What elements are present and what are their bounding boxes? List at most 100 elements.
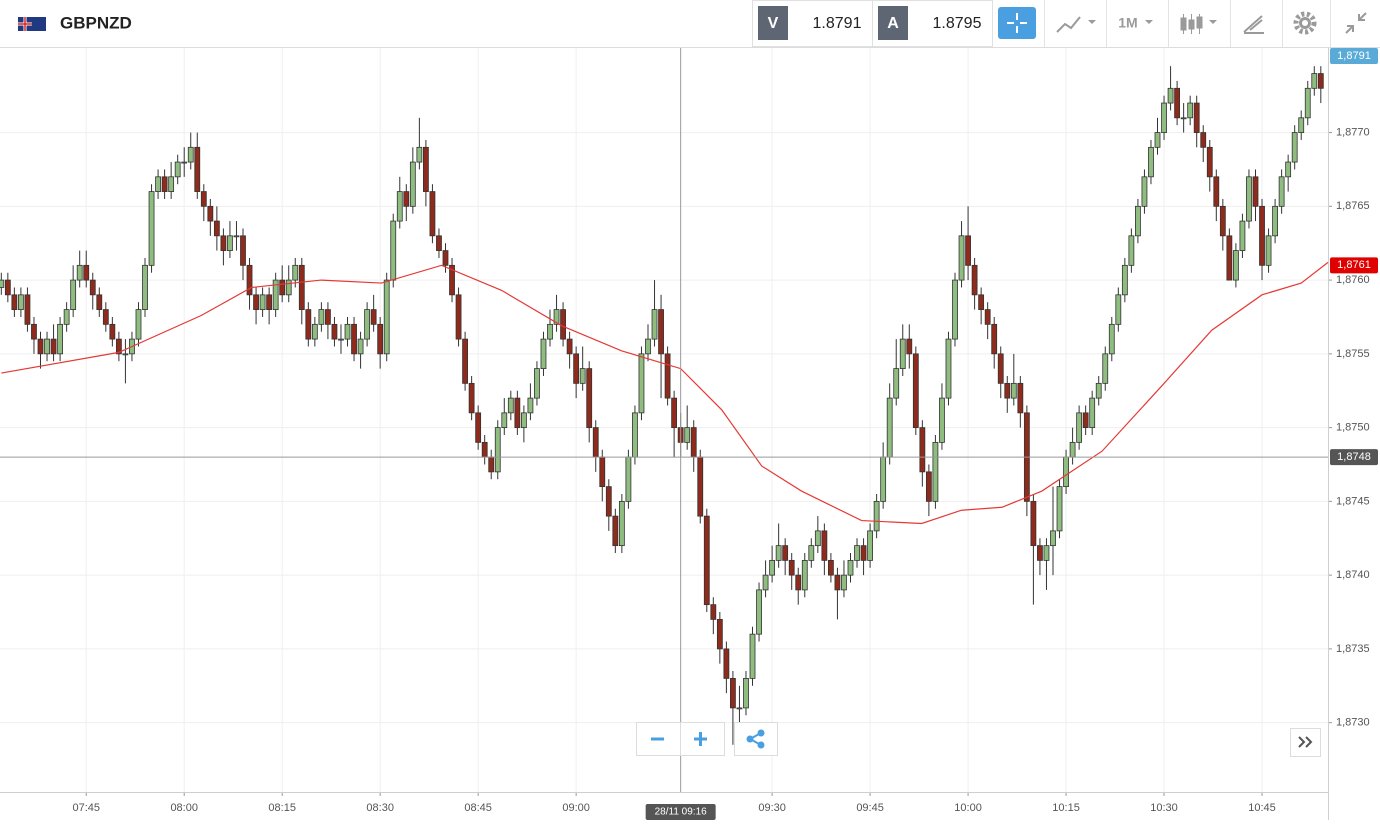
crosshair-x-label: 28/11 09:16 bbox=[655, 807, 708, 818]
draw-tool[interactable] bbox=[1243, 15, 1264, 34]
candle-body-up bbox=[187, 146, 194, 163]
candle-body-down bbox=[971, 264, 978, 296]
chart-type-menu[interactable] bbox=[1180, 14, 1217, 34]
candle-body-up bbox=[743, 678, 749, 709]
y-tick-label: 1,8755 bbox=[1336, 348, 1370, 360]
y-tick-label: 1,8730 bbox=[1336, 717, 1370, 729]
candle-body-up bbox=[756, 589, 762, 635]
candle-body-up bbox=[181, 161, 188, 164]
candle-body-down bbox=[599, 456, 606, 488]
candle-body-down bbox=[266, 294, 273, 310]
candle-body-down bbox=[96, 294, 103, 310]
x-tick-label: 08:30 bbox=[366, 802, 394, 814]
candle-body-up bbox=[880, 456, 887, 502]
candle-body-down bbox=[109, 323, 116, 340]
candle-body-down bbox=[1252, 176, 1259, 207]
candle-body-down bbox=[723, 648, 730, 679]
sell-label: V bbox=[768, 15, 779, 32]
candle-body-up bbox=[801, 559, 808, 591]
candle-body-down bbox=[821, 530, 828, 561]
candle-body-down bbox=[912, 353, 919, 429]
candle-body-up bbox=[1304, 87, 1311, 119]
candle-body-up bbox=[18, 294, 24, 310]
candle-body-up bbox=[1141, 176, 1148, 207]
candle-body-down bbox=[919, 427, 926, 473]
candle-body-up bbox=[651, 309, 658, 340]
candle-body-down bbox=[488, 456, 495, 473]
scroll-right-button[interactable] bbox=[1290, 728, 1321, 757]
candle-body-down bbox=[200, 191, 207, 207]
candle-body-down bbox=[782, 545, 789, 561]
crosshair-button[interactable] bbox=[998, 7, 1036, 39]
crosshair-y-label: 1,8748 bbox=[1337, 451, 1371, 463]
candle-body-down bbox=[37, 338, 44, 355]
candle-body-down bbox=[1004, 382, 1011, 399]
candle-body-down bbox=[24, 294, 31, 325]
zoom-in-button[interactable] bbox=[680, 722, 725, 756]
candle-body-down bbox=[1259, 205, 1265, 266]
candle-body-down bbox=[991, 323, 998, 355]
candle-body-down bbox=[213, 220, 220, 237]
candle-body-up bbox=[854, 545, 860, 561]
candle-body-up bbox=[632, 412, 638, 458]
candle-body-up bbox=[1010, 382, 1017, 399]
candle-body-down bbox=[83, 264, 90, 281]
x-tick-label: 09:30 bbox=[758, 802, 786, 814]
indicator-menu[interactable] bbox=[1056, 16, 1096, 33]
timeframe[interactable]: 1M bbox=[1118, 15, 1137, 31]
candle-body-down bbox=[788, 559, 795, 576]
candle-body-up bbox=[958, 235, 965, 281]
candle-body-down bbox=[351, 323, 357, 355]
settings-button[interactable] bbox=[1293, 11, 1317, 35]
candle-body-up bbox=[272, 279, 279, 310]
candle-body-up bbox=[1128, 235, 1135, 266]
candle-body-up bbox=[292, 264, 299, 281]
candle-body-down bbox=[697, 456, 704, 517]
candle-body-up bbox=[1239, 220, 1246, 251]
x-tick-label: 07:45 bbox=[72, 802, 100, 814]
candle-body-down bbox=[298, 264, 305, 310]
candle-body-up bbox=[684, 427, 691, 443]
candle-body-up bbox=[1148, 146, 1154, 178]
candle-body-down bbox=[1193, 102, 1200, 133]
candle-body-up bbox=[769, 559, 776, 576]
candle-body-down bbox=[468, 382, 475, 414]
candle-body-up bbox=[122, 353, 129, 356]
candle-body-down bbox=[4, 279, 11, 296]
candle-body-up bbox=[841, 574, 847, 591]
candle-body-down bbox=[605, 486, 612, 517]
zoom-out-button[interactable] bbox=[636, 722, 681, 756]
collapse-button[interactable] bbox=[1345, 12, 1367, 34]
candle-body-up bbox=[396, 191, 403, 222]
share-button[interactable] bbox=[734, 722, 778, 756]
toolbar-separators bbox=[1044, 0, 1331, 47]
candle-body-up bbox=[638, 353, 645, 414]
candle-body-down bbox=[1082, 412, 1089, 429]
candle-body-up bbox=[547, 323, 553, 340]
candle-body-up bbox=[579, 368, 586, 384]
candle-body-down bbox=[194, 146, 201, 192]
candle-body-down bbox=[370, 309, 377, 325]
candle-body-up bbox=[952, 279, 958, 340]
candle-body-up bbox=[527, 397, 534, 414]
candle-body-down bbox=[207, 205, 214, 222]
candle-body-down bbox=[161, 176, 168, 192]
y-tick-label: 1,8735 bbox=[1336, 643, 1370, 655]
candle-body-up bbox=[520, 412, 527, 429]
candle-body-up bbox=[945, 338, 952, 399]
candle-body-up bbox=[1056, 486, 1063, 532]
candle-body-down bbox=[481, 441, 488, 458]
buy-price: 1.8795 bbox=[933, 15, 982, 32]
flag-icon bbox=[18, 17, 46, 31]
candle-body-down bbox=[1037, 545, 1043, 561]
candle-body-down bbox=[795, 574, 802, 591]
candle-body-up bbox=[808, 545, 815, 561]
candle-body-up bbox=[899, 338, 906, 370]
candle-body-up bbox=[847, 559, 854, 576]
candle-body-up bbox=[1043, 545, 1050, 561]
candle-body-down bbox=[253, 294, 259, 310]
candle-body-up bbox=[70, 279, 77, 310]
candle-body-down bbox=[1017, 382, 1024, 414]
candle-body-down bbox=[246, 264, 253, 296]
